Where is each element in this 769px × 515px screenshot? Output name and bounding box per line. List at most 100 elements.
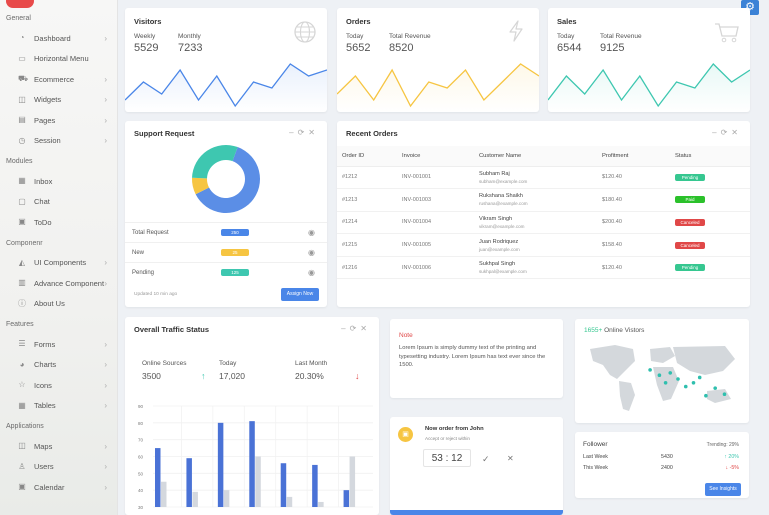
orders-table-wrap: Order ID Invoice Customer Name Profitment St… (337, 146, 750, 280)
world-map (590, 345, 735, 411)
sidebar-item-pages[interactable]: ▤ Pages › (0, 110, 117, 131)
sidebar-item-label: Session (34, 136, 61, 146)
amount-cell: $180.40 (597, 188, 670, 212)
table-row[interactable]: #1212 INV-001001 Subham Raj subham@example.… (337, 166, 750, 190)
chevron-right-icon: › (104, 258, 107, 268)
sparkline-line (337, 63, 539, 108)
follower-row: Last Week 5430 ↑ 20% (583, 454, 741, 465)
accept-button[interactable]: ✓ (482, 454, 490, 464)
sidebar-item-dashboard[interactable]: ◔ Dashboard › (0, 28, 117, 49)
card-controls[interactable]: –⟳✕ (712, 128, 742, 137)
column-header: Customer Name (474, 146, 597, 167)
assign-now-button[interactable]: Assign Now (281, 288, 319, 301)
table-row[interactable]: #1214 INV-001004 Vikram Singh vikram@exampl… (337, 211, 750, 235)
amount-cell: $120.40 (597, 256, 670, 280)
sidebar-item-label: Widgets (34, 95, 62, 105)
sales-card: Sales Today 6544 Total Revenue 9125 (548, 8, 750, 112)
support-row-label: Total Request (132, 229, 169, 236)
customer-name: Sukhpal Singh (479, 261, 516, 268)
sidebar-item-tables[interactable]: ▦ Tables › (0, 396, 117, 417)
sidebar-item-about-us[interactable]: ⓘ About Us (0, 294, 117, 315)
countdown-timer: 53 : 12 (423, 449, 471, 467)
forms-icon: ☰ (18, 339, 26, 349)
follower-row-label: This Week (583, 465, 608, 471)
sidebar-item-label: Tables (34, 401, 56, 411)
eye-icon[interactable]: ◉ (308, 248, 315, 257)
orders-card: Orders Today 5652 Total Revenue 8520 (337, 8, 539, 112)
sidebar-item-horizontal-menu[interactable]: ▭ Horizontal Menu (0, 49, 117, 70)
customer-cell: Rukshana Shaikh rushana@example.com (474, 188, 597, 212)
card-controls[interactable]: –⟳✕ (341, 324, 371, 333)
chevron-right-icon: › (104, 482, 107, 492)
support-row: New 25 ◉ (125, 242, 327, 262)
sidebar-item-maps[interactable]: ◫ Maps › (0, 436, 117, 457)
bar (186, 458, 192, 507)
column-header: Order ID (337, 146, 397, 167)
status-cell: Pending (670, 256, 750, 280)
new-order-title: Now order from John (425, 426, 484, 432)
eye-icon[interactable]: ◉ (308, 268, 315, 277)
traffic-stat-value: 17,020 (219, 371, 245, 381)
sidebar: General ◔ Dashboard › ▭ Horizontal Menu ⛟ Ecomm… (0, 0, 118, 515)
sidebar-item-ui-components[interactable]: ◭ UI Components › (0, 253, 117, 274)
session-icon: ◷ (18, 135, 26, 145)
monthly-value: 7233 (178, 42, 203, 54)
orders-today-stat: Today 5652 (346, 33, 370, 54)
invoice-cell: INV-001001 (397, 166, 474, 190)
table-row[interactable]: #1213 INV-001003 Rukshana Shaikh rushana@ex… (337, 188, 750, 212)
invoice-cell: INV-001005 (397, 233, 474, 257)
sales-revenue-value: 9125 (600, 42, 625, 54)
sidebar-item-inbox[interactable]: ▦ Inbox (0, 171, 117, 192)
eye-icon[interactable]: ◉ (308, 228, 315, 237)
sidebar-item-forms[interactable]: ☰ Forms › (0, 334, 117, 355)
sidebar-item-users[interactable]: ♙ Users › (0, 457, 117, 478)
traffic-title: Overall Traffic Status (134, 325, 210, 334)
support-row-badge: 125 (221, 269, 249, 276)
visitors-sparkline (125, 63, 327, 112)
note-title: Note (399, 332, 413, 339)
sidebar-item-widgets[interactable]: ◫ Widgets › (0, 90, 117, 111)
sidebar-item-todo[interactable]: ▣ ToDo (0, 212, 117, 233)
orders-revenue-stat: Total Revenue 8520 (389, 33, 431, 54)
sales-revenue-label: Total Revenue (600, 33, 642, 40)
see-insights-button[interactable]: See Insights (705, 483, 741, 496)
table-header: Order ID Invoice Customer Name Profitment St… (337, 146, 750, 167)
bar (217, 422, 224, 507)
widget-icon: ◫ (18, 94, 26, 104)
visitor-dot (668, 371, 673, 375)
customer-cell: Juan Rodriquez juan@example.com (474, 233, 597, 257)
visitor-dot (704, 393, 708, 398)
map-title-row: 1655+ Online Vistors (584, 327, 644, 334)
visitors-card: Visitors Weekly 5529 Monthly 7233 (125, 8, 327, 112)
map-card: 1655+ Online Vistors (575, 319, 749, 423)
sparkline-area (125, 64, 327, 112)
table-row[interactable]: #1215 INV-001005 Juan Rodriquez juan@exampl… (337, 233, 750, 257)
sidebar-item-chat[interactable]: ▢ Chat (0, 192, 117, 213)
table-row[interactable]: #1216 INV-001006 Sukhpal Singh sukhpal@exam… (337, 256, 750, 280)
orders-title: Orders (346, 17, 371, 26)
order-id-cell: #1212 (337, 166, 397, 190)
ui-icon: ◭ (18, 257, 26, 267)
orders-revenue-value: 8520 (389, 42, 414, 54)
map-title: Online Vistors (604, 327, 645, 334)
follower-title: Follower (583, 441, 608, 448)
sidebar-item-label: Chat (34, 197, 50, 207)
sidebar-item-session[interactable]: ◷ Session › (0, 131, 117, 152)
sparkline-line (548, 63, 750, 108)
sidebar-item-label: Users (34, 462, 54, 472)
sidebar-item-ecommerce[interactable]: ⛟ Ecommerce › (0, 69, 117, 90)
sidebar-section-label: Modules (6, 158, 33, 165)
sidebar-item-advance-component[interactable]: ▥ Advance Component › (0, 273, 117, 294)
sidebar-item-calendar[interactable]: ▣ Calendar › (0, 477, 117, 498)
y-tick-label: 30 (138, 505, 144, 510)
orders-table: Order ID Invoice Customer Name Profitment St… (337, 146, 750, 280)
sidebar-section-label: Componenr (6, 239, 43, 247)
sidebar-item-charts[interactable]: ◕ Charts › (0, 355, 117, 376)
bar (286, 496, 293, 507)
reject-button[interactable]: ✕ (507, 454, 514, 463)
notification-pill[interactable] (6, 0, 34, 8)
sidebar-item-icons[interactable]: ☆ Icons › (0, 375, 117, 396)
chevron-right-icon: › (104, 441, 107, 451)
card-controls[interactable]: –⟳✕ (289, 128, 319, 137)
visitor-dot (691, 381, 696, 385)
